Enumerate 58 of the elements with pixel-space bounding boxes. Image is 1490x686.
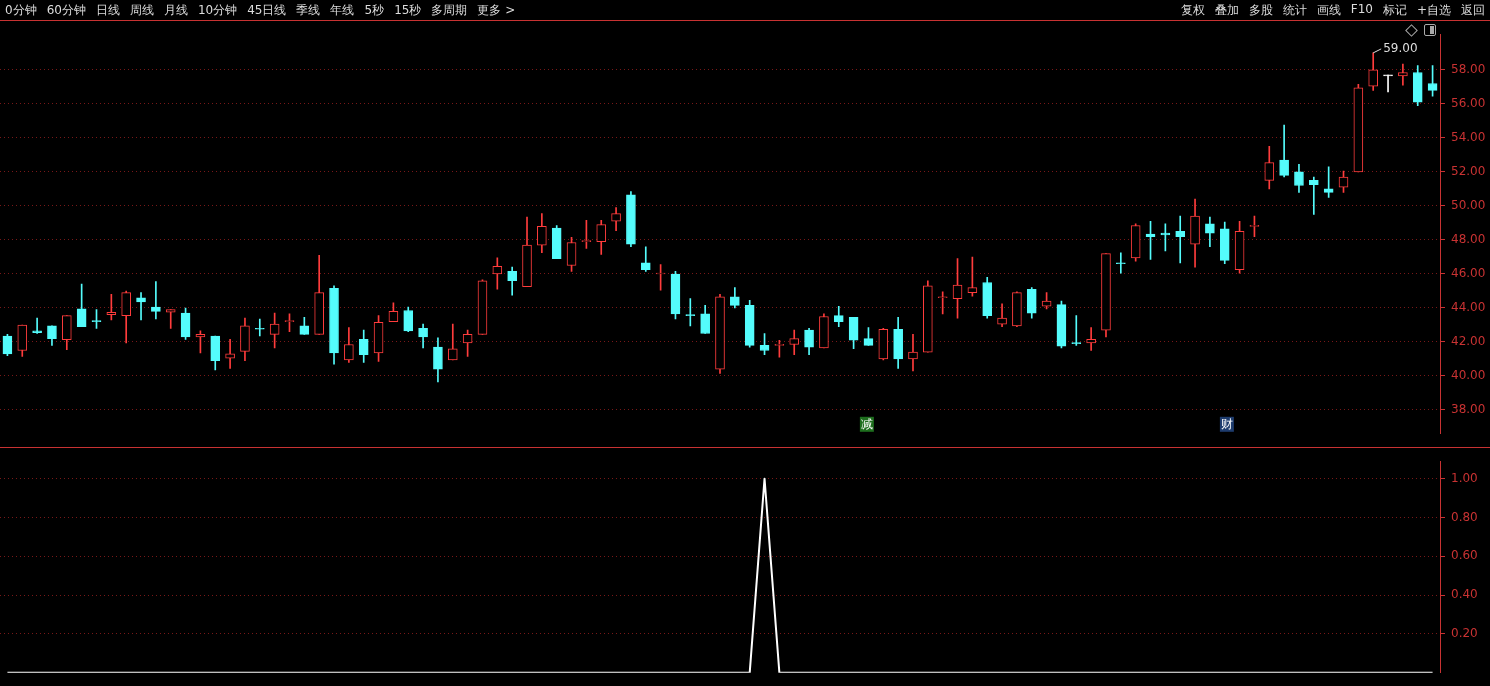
text: 复权 [1179,1,1206,19]
y-tick-label: 42.00 [1451,334,1486,349]
candlestick [1398,63,1408,86]
text: 标记 [1381,1,1408,19]
annotation: 59.00 [1383,41,1418,56]
text: 5秒 [363,1,386,19]
y-tick-label: 40.00 [1451,368,1486,383]
y-tick-label: 54.00 [1451,130,1486,145]
y-tick-label: 0.40 [1451,587,1478,602]
annotation: 财 [1220,416,1233,431]
text: 10分钟 [196,1,239,19]
text: 多股 [1247,1,1274,19]
candlestick [151,281,161,320]
candlestick [136,292,146,321]
y-tick-label: 0.60 [1451,548,1478,563]
candlestick [908,334,918,372]
text: 统计 [1281,1,1308,19]
y-tick-label: 58.00 [1451,62,1486,77]
text: 60分钟 [45,1,87,19]
text: F10 [1349,1,1374,18]
candlestick [640,246,651,272]
text: 季线 [295,1,322,19]
candlestick [165,309,176,329]
text: 45日线 [246,1,288,19]
text: 更多 > [476,1,517,19]
text: 多周期 [430,1,469,19]
text: 15秒 [393,1,423,19]
candlestick [997,303,1007,327]
y-tick-label: 0.80 [1451,509,1478,524]
y-tick-label: 46.00 [1451,266,1486,281]
y-tick-label: 52.00 [1451,164,1486,179]
text: 月线 [162,1,189,19]
text: +自选 [1415,1,1452,19]
candlestick [1071,315,1082,346]
candlestick [1115,252,1126,274]
candlestick [1175,215,1186,264]
y-tick-label: 56.00 [1451,96,1486,111]
text: 叠加 [1213,1,1240,19]
text: 日线 [94,1,121,19]
candlestick [492,257,503,290]
text: 周线 [128,1,155,19]
candlestick [937,291,948,315]
candlestick [1308,176,1319,215]
text: 画线 [1315,1,1342,19]
text: 返回 [1460,1,1486,19]
text: 0分钟 [4,1,38,19]
y-tick-label: 50.00 [1451,198,1486,213]
candlestick [1086,327,1096,351]
candlestick [32,317,42,334]
text: 年线 [329,1,356,19]
candlestick [254,318,265,337]
y-tick-label: 1.00 [1451,470,1478,485]
y-tick-label: 48.00 [1451,232,1486,247]
candlestick [1383,74,1393,93]
y-tick-label: 44.00 [1451,300,1486,315]
annotation: 减 [860,416,873,431]
y-tick-label: 0.20 [1451,626,1478,641]
y-tick-label: 38.00 [1451,402,1486,417]
